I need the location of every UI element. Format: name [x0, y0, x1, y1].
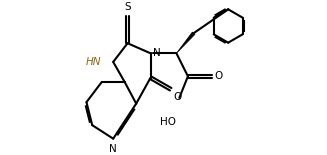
- Text: O: O: [173, 92, 181, 102]
- Text: N: N: [153, 48, 161, 58]
- Text: HO: HO: [160, 117, 176, 126]
- Polygon shape: [177, 32, 195, 53]
- Text: S: S: [124, 2, 131, 13]
- Text: N: N: [109, 144, 117, 154]
- Text: O: O: [215, 71, 223, 81]
- Text: HN: HN: [86, 57, 102, 67]
